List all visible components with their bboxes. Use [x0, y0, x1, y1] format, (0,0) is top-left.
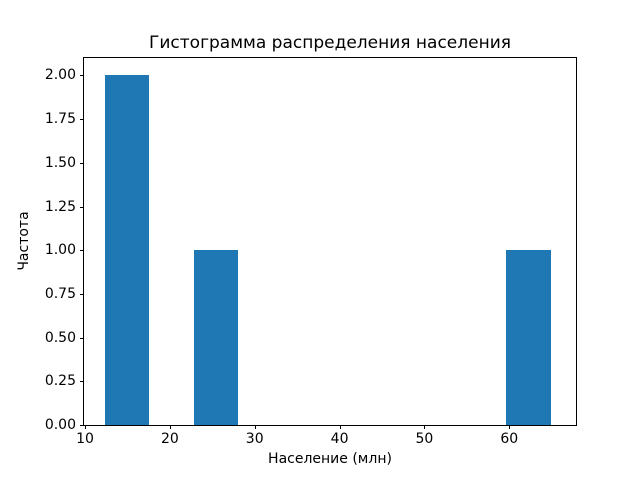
x-tick-label: 60: [500, 431, 519, 447]
histogram-bar: [506, 250, 551, 425]
x-tick-label: 10: [76, 431, 94, 447]
y-tick-mark: [80, 75, 84, 77]
y-tick-label: 1.25: [44, 198, 76, 215]
y-tick-mark: [80, 162, 84, 164]
x-tick-mark: [85, 425, 87, 429]
x-tick-mark: [339, 425, 341, 429]
x-tick-mark: [254, 425, 256, 429]
x-tick-label: 20: [160, 431, 179, 447]
x-tick-mark: [169, 425, 171, 429]
chart-title: Гистограмма распределения населения: [149, 33, 511, 53]
histogram-bar: [193, 250, 239, 425]
y-tick-label: 1.75: [44, 111, 76, 128]
y-tick-mark: [80, 425, 84, 426]
y-tick-label: 0.50: [44, 329, 76, 346]
x-axis-label: Население (млн): [268, 451, 392, 467]
x-tick-mark: [424, 425, 426, 429]
y-tick-label: 1.50: [44, 154, 76, 171]
y-tick-mark: [80, 381, 84, 383]
y-axis-label: Частота: [16, 211, 32, 271]
histogram-bar: [104, 75, 150, 425]
plot-area: 10 20 30 40 50 60 0.00 0.25 0.50 0.75 1.00 1.25 1.50…: [45, 57, 577, 447]
y-tick-label: 2.00: [44, 67, 76, 84]
x-tick-mark: [509, 425, 511, 429]
x-tick-label: 40: [330, 431, 349, 447]
y-tick-mark: [80, 206, 84, 208]
x-tick-label: 50: [415, 431, 434, 447]
y-tick-mark: [80, 337, 84, 339]
y-tick-label: 1.00: [44, 242, 76, 259]
y-tick-mark: [80, 293, 84, 295]
y-tick-label: 0.75: [44, 285, 76, 302]
y-tick-mark: [80, 119, 84, 121]
y-tick-mark: [80, 250, 84, 252]
y-tick-label: 0.00: [44, 417, 76, 433]
y-tick-label: 0.25: [44, 373, 76, 390]
x-tick-label: 30: [245, 431, 264, 447]
